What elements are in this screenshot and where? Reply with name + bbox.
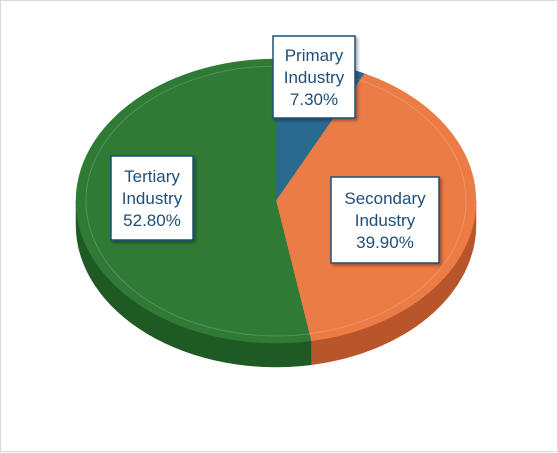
pie-rim-secondary-industry — [309, 79, 467, 335]
data-label-category: Secondary — [344, 189, 426, 208]
data-label-secondary-industry: Secondary Industry 39.90% — [330, 176, 440, 264]
pie-rim-tertiary-industry — [85, 65, 310, 337]
data-label-value: 39.90% — [356, 233, 414, 252]
data-label-category: Industry — [355, 211, 416, 230]
data-label-category: Industry — [122, 189, 183, 208]
data-label-category: Tertiary — [124, 167, 180, 186]
data-label-value: 7.30% — [290, 90, 338, 109]
data-label-box — [272, 35, 356, 119]
data-label-category: Industry — [284, 68, 345, 87]
data-label-box — [330, 176, 440, 264]
data-label-value: 52.80% — [123, 211, 181, 230]
data-label-box — [110, 155, 194, 241]
data-label-tertiary-industry: Tertiary Industry 52.80% — [110, 155, 194, 241]
data-label-category: Primary — [285, 46, 344, 65]
data-label-primary-industry: Primary Industry 7.30% — [272, 35, 356, 119]
